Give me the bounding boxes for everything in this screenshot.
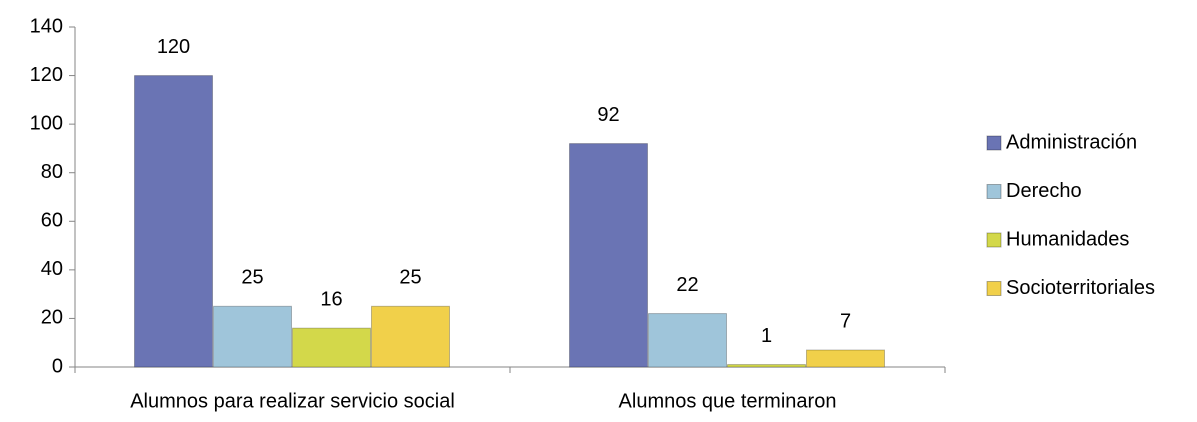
y-tick-label: 20	[41, 307, 63, 329]
legend-swatch	[986, 135, 1002, 151]
y-tick-label: 60	[41, 210, 63, 232]
legend-label: Socioterritoriales	[1006, 277, 1155, 299]
bar	[806, 349, 885, 368]
data-label: 25	[241, 267, 263, 289]
y-tick-label: 80	[41, 161, 63, 183]
x-tick-label: Alumnos para realizar servicio social	[130, 390, 455, 412]
data-label: 25	[399, 267, 421, 289]
data-label: 92	[597, 104, 619, 126]
legend-label: Derecho	[1006, 180, 1082, 202]
data-label: 7	[840, 310, 851, 332]
bar	[371, 305, 450, 368]
bar	[648, 313, 727, 368]
legend-swatch	[986, 232, 1002, 248]
data-label: 16	[320, 288, 342, 310]
y-tick-label: 0	[52, 355, 63, 377]
y-tick-label: 120	[30, 64, 63, 86]
legend-label: Humanidades	[1006, 228, 1129, 250]
y-tick-label: 100	[30, 112, 63, 134]
data-label: 120	[157, 36, 190, 58]
bar	[727, 364, 806, 368]
data-label: 22	[676, 274, 698, 296]
legend-label: Administración	[1006, 131, 1137, 153]
legend-swatch	[986, 281, 1002, 296]
y-tick-label: 40	[41, 258, 63, 280]
bar	[134, 75, 213, 368]
bar	[569, 143, 648, 368]
legend-swatch	[986, 184, 1002, 199]
data-label: 1	[761, 325, 772, 347]
y-tick-label: 140	[30, 15, 63, 37]
bar	[292, 327, 371, 368]
x-tick-label: Alumnos que terminaron	[619, 390, 837, 412]
bar	[213, 305, 292, 368]
